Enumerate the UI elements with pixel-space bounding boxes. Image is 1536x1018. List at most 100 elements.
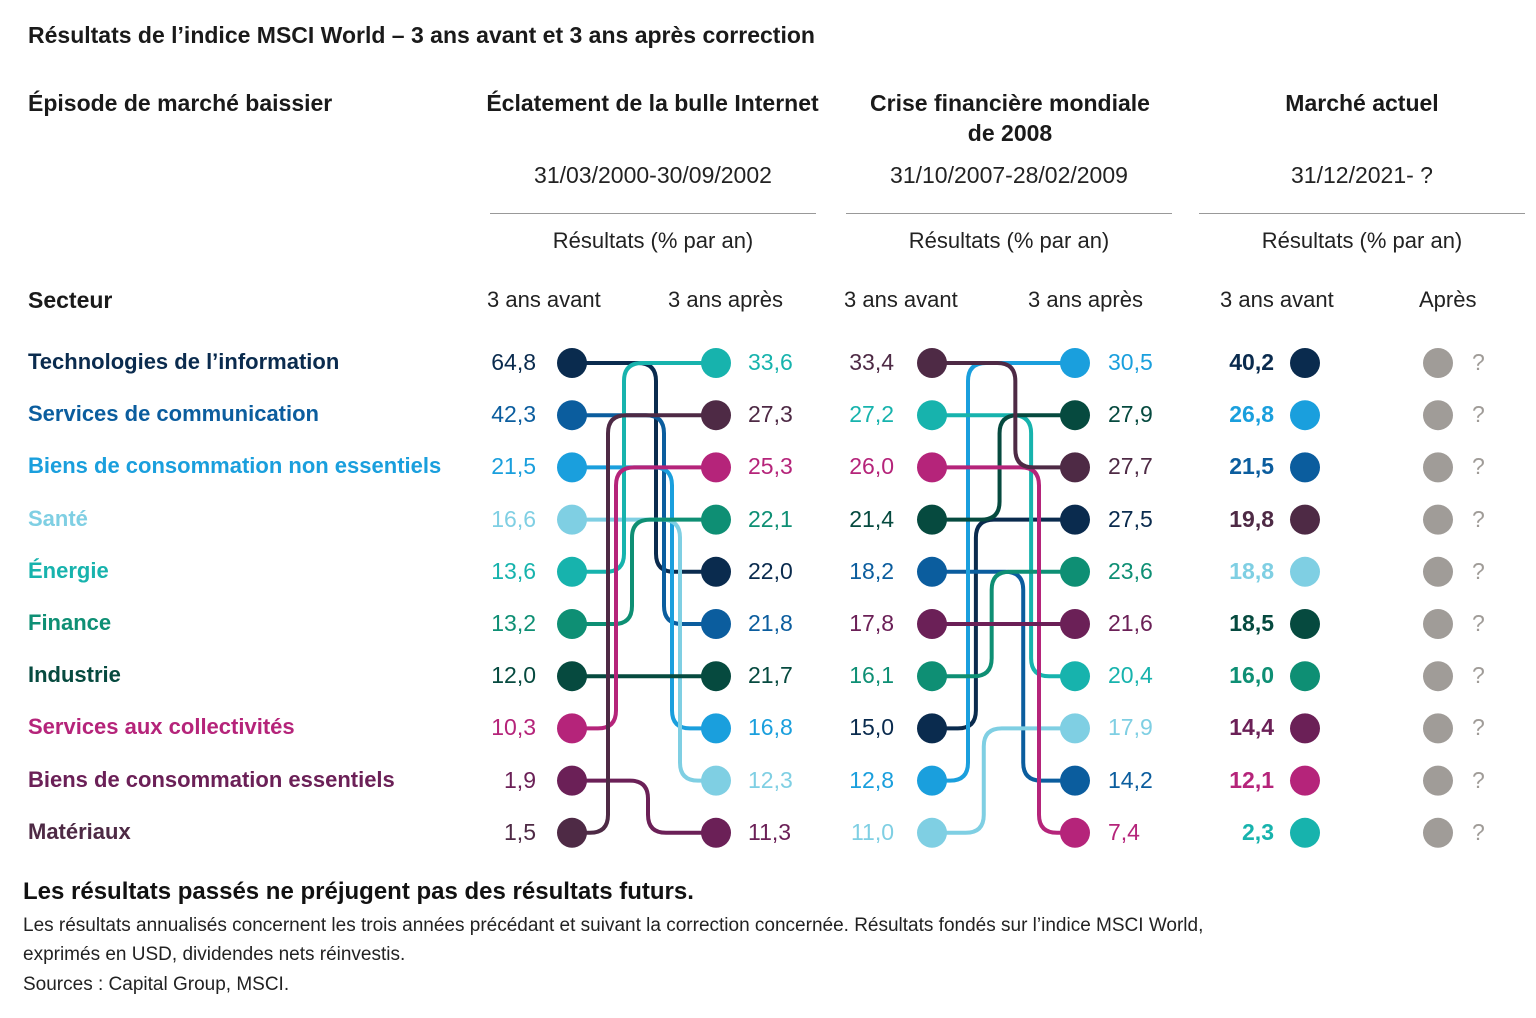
before-dot <box>557 556 587 587</box>
before-value: 1,5 <box>504 818 536 845</box>
before-value: 12,0 <box>491 662 536 689</box>
after-dot <box>1060 609 1090 639</box>
period-2-after-label: 3 ans après <box>1028 287 1143 312</box>
sector-line <box>572 517 716 626</box>
sector-label: Finance <box>28 610 112 635</box>
sector-line <box>932 361 1075 470</box>
unknown-value: ? <box>1472 401 1485 428</box>
after-dot <box>701 348 731 378</box>
unknown-value: ? <box>1472 818 1485 845</box>
unknown-dot <box>1423 556 1453 587</box>
before-dot <box>557 713 587 744</box>
after-value: 14,2 <box>1108 766 1153 793</box>
after-value: 23,6 <box>1108 557 1153 584</box>
current-value: 19,8 <box>1229 505 1274 532</box>
after-value: 27,9 <box>1108 401 1153 428</box>
period-1-unit: Résultats (% par an) <box>552 228 754 253</box>
current-value: 16,0 <box>1229 662 1274 689</box>
before-value: 12,8 <box>849 766 894 793</box>
current-dot <box>1290 504 1320 535</box>
current-dot <box>1290 817 1320 848</box>
period-2-dates: 31/10/2007-28/02/2009 <box>890 162 1128 188</box>
period-2-name-line1: Crise financière mondiale <box>870 90 1150 116</box>
divider <box>846 213 1172 214</box>
after-value: 22,0 <box>748 557 793 584</box>
after-dot <box>1060 817 1090 848</box>
current-value: 26,8 <box>1229 401 1274 428</box>
unknown-dot <box>1423 817 1453 848</box>
sector-line <box>572 517 716 783</box>
sector-label: Services aux collectivités <box>28 714 295 740</box>
before-value: 18,2 <box>849 557 894 584</box>
after-value: 11,3 <box>748 818 792 845</box>
period-3-name: Marché actuel <box>1285 90 1439 116</box>
after-dot <box>701 556 731 587</box>
episode-label: Épisode de marché baissier <box>28 90 333 116</box>
sources: Sources : Capital Group, MSCI. <box>23 974 290 995</box>
before-dot <box>917 661 947 692</box>
after-value: 25,3 <box>748 453 793 480</box>
period-3-before-label: 3 ans avant <box>1220 287 1334 312</box>
after-value: 27,3 <box>748 401 793 428</box>
period-3-dates: 31/12/2021- ? <box>1291 162 1433 188</box>
before-dot <box>557 452 587 483</box>
before-value: 64,8 <box>491 349 536 375</box>
footnote-2: exprimés en USD, dividendes nets réinves… <box>23 944 406 965</box>
before-dot <box>917 452 947 483</box>
unknown-value: ? <box>1472 505 1485 532</box>
sector-label: Biens de consommation essentiels <box>28 766 395 792</box>
before-value: 21,4 <box>849 505 894 532</box>
current-dot <box>1290 348 1320 378</box>
current-value: 2,3 <box>1242 818 1274 845</box>
after-dot <box>701 452 731 483</box>
unknown-dot <box>1423 765 1453 796</box>
unknown-dot <box>1423 661 1453 692</box>
after-value: 27,7 <box>1108 453 1153 480</box>
current-value: 18,5 <box>1229 610 1274 636</box>
sector-label: Industrie <box>28 662 121 688</box>
period-3-unit: Résultats (% par an) <box>1261 228 1463 253</box>
before-dot <box>557 765 587 796</box>
current-value: 18,8 <box>1229 557 1274 584</box>
before-value: 42,3 <box>491 401 536 428</box>
current-dot <box>1290 661 1320 692</box>
current-dot <box>1290 765 1320 796</box>
current-dot <box>1290 400 1320 431</box>
before-dot <box>917 713 947 744</box>
period-1-before-label: 3 ans avant <box>487 287 601 312</box>
disclaimer: Les résultats passés ne préjugent pas de… <box>23 878 694 905</box>
after-dot <box>701 713 731 744</box>
after-value: 30,5 <box>1108 349 1153 375</box>
before-dot <box>917 556 947 587</box>
unknown-value: ? <box>1472 349 1485 375</box>
after-dot <box>1060 765 1090 796</box>
sector-label: Technologies de l’information <box>28 349 340 374</box>
after-value: 7,4 <box>1108 818 1140 845</box>
after-dot <box>701 661 731 692</box>
before-dot <box>917 348 947 378</box>
chart-title: Résultats de l’indice MSCI World – 3 ans… <box>28 22 815 48</box>
after-value: 21,7 <box>748 662 793 689</box>
before-dot <box>917 609 947 639</box>
sector-label: Secteur <box>28 287 113 313</box>
after-dot <box>701 609 731 639</box>
footnote-1: Les résultats annualisés concernent les … <box>23 915 1204 936</box>
before-value: 13,2 <box>491 610 536 636</box>
period-3-after-label: Après <box>1419 287 1477 312</box>
before-value: 17,8 <box>849 610 894 636</box>
period-2-name-line2: de 2008 <box>967 120 1053 146</box>
before-dot <box>557 348 587 378</box>
current-dot <box>1290 713 1320 744</box>
current-value: 40,2 <box>1229 349 1274 375</box>
sector-line <box>572 778 716 835</box>
before-value: 16,1 <box>849 662 894 689</box>
after-value: 21,6 <box>1108 610 1153 636</box>
current-value: 21,5 <box>1229 453 1274 480</box>
before-value: 1,9 <box>504 766 536 793</box>
after-dot <box>1060 400 1090 431</box>
sector-line <box>572 465 716 731</box>
period-1-dates: 31/03/2000-30/09/2002 <box>534 162 772 188</box>
before-value: 21,5 <box>491 453 536 480</box>
before-dot <box>557 817 587 848</box>
unknown-dot <box>1423 713 1453 744</box>
